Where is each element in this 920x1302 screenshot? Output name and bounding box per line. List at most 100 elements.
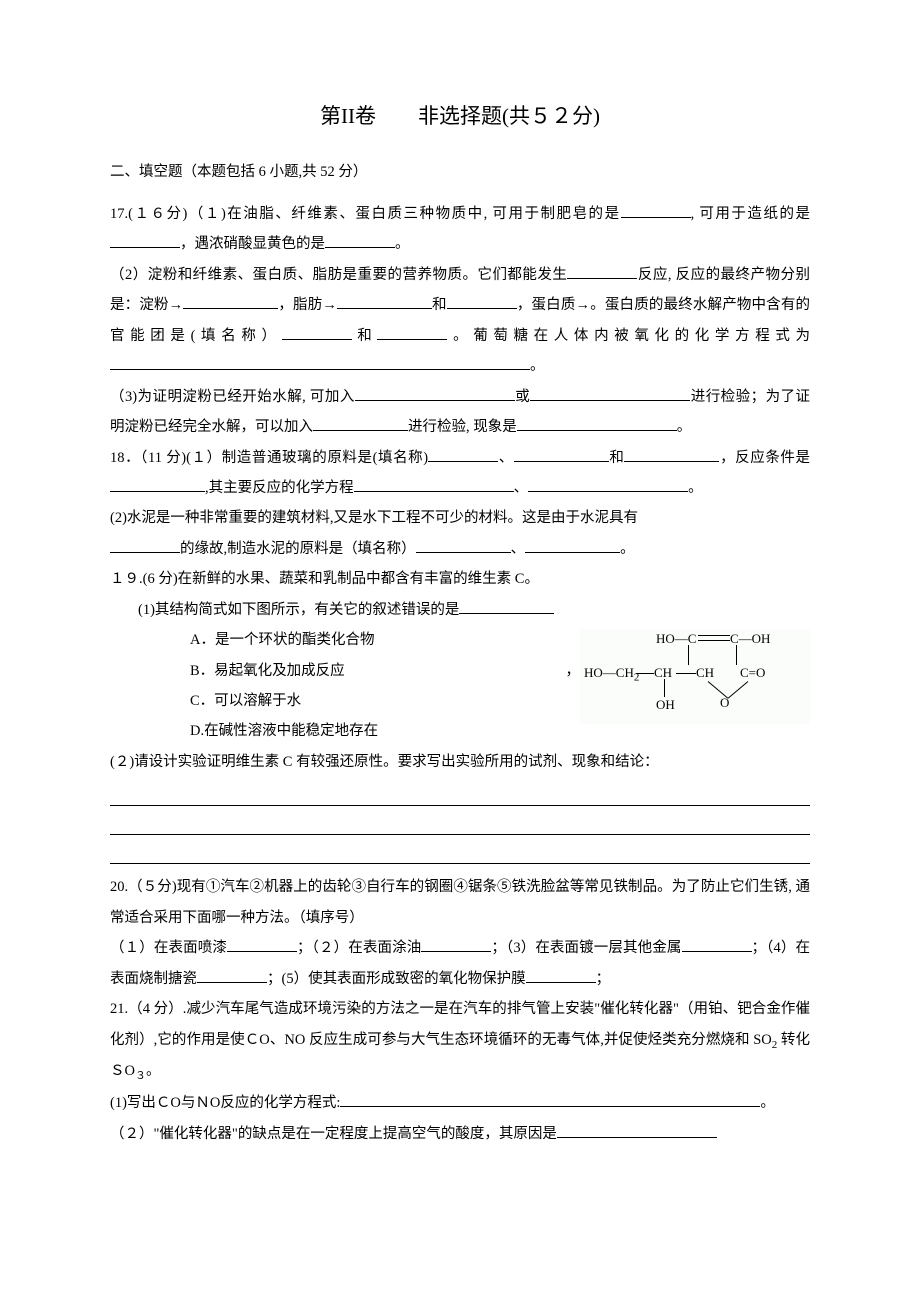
- page-title: 第II卷 非选择题(共５２分): [110, 100, 810, 130]
- q21-text: 。: [146, 1063, 161, 1079]
- blank: [110, 355, 530, 370]
- q17-text: 进行检验, 现象是: [408, 419, 517, 435]
- q18-text: 。: [620, 541, 635, 557]
- figure-label-text: HO—CH: [584, 665, 634, 680]
- answer-line: [110, 785, 810, 806]
- figure-bond: [676, 673, 696, 674]
- blank: [557, 1123, 717, 1138]
- blank: [621, 203, 691, 218]
- q17-text: 或: [515, 389, 530, 405]
- q18-text: 、: [511, 541, 526, 557]
- blank: [313, 416, 408, 431]
- question-17-part3: （3)为证明淀粉已经开始水解, 可加入或进行检验；为了证明淀粉已经完全水解，可以…: [110, 382, 810, 443]
- question-21-stem: 21.（4 分）.减少汽车尾气造成环境污染的方法之一是在汽车的排气管上安装"催化…: [110, 994, 810, 1088]
- section-heading: 二、填空题（本题包括 6 小题,共 52 分）: [110, 158, 810, 187]
- blank: [428, 447, 498, 462]
- q18-text: 18．（11 分)(１）制造普通玻璃的原料是(填名称): [110, 450, 428, 466]
- question-20-stem: 20.（５分)现有①汽车②机器上的齿轮③自行车的钢圈④锯条⑤铁洗脸盆等常见铁制品…: [110, 872, 810, 933]
- q17-text: 。: [677, 419, 692, 435]
- blank: [530, 386, 690, 401]
- question-18: 18．（11 分)(１）制造普通玻璃的原料是(填名称) 、 和 ，反应条件是 ,其主要反…: [110, 443, 810, 504]
- question-21-part1: (1)写出ＣО与ＮО反应的化学方程式: 。: [110, 1088, 810, 1118]
- q17-text: 和: [432, 297, 447, 313]
- blank: [110, 233, 180, 248]
- q20-text: ；（２）在表面涂油: [297, 940, 421, 956]
- figure-bond: [664, 679, 665, 697]
- q20-text: ；（3）在表面镀一层其他金属: [491, 940, 681, 956]
- q21-text: (1)写出ＣО与ＮО反应的化学方程式:: [110, 1095, 340, 1111]
- blank: [459, 599, 554, 614]
- q21-text: 。: [760, 1095, 775, 1111]
- blank: [337, 294, 432, 309]
- q17-text: 17.(１６分)（１)在油脂、纤维素、蛋白质三种物质中, 可用于制肥皂的是: [110, 206, 621, 222]
- blank: [340, 1092, 760, 1107]
- blank: [514, 447, 609, 462]
- subscript: ３: [135, 1070, 146, 1082]
- question-17: 17.(１６分)（１)在油脂、纤维素、蛋白质三种物质中, 可用于制肥皂的是 , 可…: [110, 199, 810, 260]
- option-b-text: B．易起氧化及加成反应: [190, 663, 345, 679]
- blank: [227, 937, 297, 952]
- figure-bond-double-bot: [698, 640, 730, 641]
- blank: [416, 538, 511, 553]
- figure-label: C=O: [740, 665, 765, 681]
- blank: [624, 447, 719, 462]
- q18-text: ,其主要反应的化学方程: [205, 480, 354, 496]
- q20-text: ；(5）使其表面形成致密的氧化物保护膜: [267, 971, 526, 987]
- figure-bond: [636, 673, 654, 674]
- q17-text: 。: [530, 358, 545, 374]
- q19-text: (1)其结构简式如下图所示，有关它的叙述错误的是: [138, 602, 459, 618]
- q21-text: （２）"催化转化器"的缺点是在一定程度上提高空气的酸度，其原因是: [110, 1126, 557, 1142]
- blank: [682, 937, 752, 952]
- blank: [282, 325, 352, 340]
- q18-text: 。: [688, 480, 703, 496]
- q18-text: 的缘故,制造水泥的原料是（填名称）: [180, 541, 416, 557]
- vitamin-c-structure-figure: HO—C C—OH HO—CH2 CH CH C=O OH O: [580, 629, 810, 724]
- q18-text: ，反应条件是: [719, 450, 810, 466]
- question-17-part2: （2）淀粉和纤维素、蛋白质、脂肪是重要的营养物质。它们都能发生反应, 反应的最终…: [110, 260, 810, 382]
- q20-text: ；: [596, 971, 611, 987]
- question-18-part2: (2)水泥是一种非常重要的建筑材料,又是水下工程不可少的材料。这是由于水泥具有 …: [110, 503, 810, 564]
- q20-text: （１）在表面喷漆: [110, 940, 227, 956]
- figure-bond: [728, 681, 749, 698]
- figure-bond-double-top: [698, 635, 730, 636]
- blank: [526, 968, 596, 983]
- blank: [567, 264, 637, 279]
- figure-label: HO—CH2: [584, 665, 639, 684]
- blank: [110, 538, 180, 553]
- blank: [517, 416, 677, 431]
- q17-text: 。葡萄糖在人体内被氧化的化学方程式为: [447, 328, 810, 344]
- q18-text: 、: [514, 480, 529, 496]
- q18-text: (2)水泥是一种非常重要的建筑材料,又是水下工程不可少的材料。这是由于水泥具有: [110, 510, 638, 526]
- q18-text: 和: [609, 450, 625, 466]
- blank: [528, 477, 688, 492]
- question-19-part2: (２)请设计实验证明维生素 C 有较强还原性。要求写出实验所用的试剂、现象和结论…: [110, 747, 810, 777]
- figure-bond: [688, 645, 689, 665]
- figure-label: OH: [656, 697, 675, 713]
- figure-label: HO—C: [656, 631, 696, 647]
- blank: [525, 538, 620, 553]
- q17-text: （2）淀粉和纤维素、蛋白质、脂肪是重要的营养物质。它们都能发生: [110, 267, 567, 283]
- blank: [447, 294, 517, 309]
- blank: [183, 294, 278, 309]
- question-19-stem: １９.(6 分)在新鲜的水果、蔬菜和乳制品中都含有丰富的维生素 C。: [110, 564, 810, 594]
- question-19-part1: (1)其结构简式如下图所示，有关它的叙述错误的是: [110, 595, 810, 625]
- exam-page: 第II卷 非选择题(共５２分) 二、填空题（本题包括 6 小题,共 52 分） …: [0, 0, 920, 1302]
- blank: [421, 937, 491, 952]
- q17-text: （3)为证明淀粉已经开始水解, 可加入: [110, 389, 355, 405]
- figure-label: CH: [696, 665, 714, 681]
- answer-line: [110, 814, 810, 835]
- question-21-part2: （２）"催化转化器"的缺点是在一定程度上提高空气的酸度，其原因是: [110, 1119, 810, 1149]
- blank: [197, 968, 267, 983]
- question-20-items: （１）在表面喷漆；（２）在表面涂油；（3）在表面镀一层其他金属；（4）在表面烧制…: [110, 933, 810, 994]
- blank: [377, 325, 447, 340]
- blank: [354, 477, 514, 492]
- q17-text: ，蛋白质→: [517, 297, 590, 313]
- figure-bond: [736, 645, 737, 665]
- q17-text: ，脂肪→: [278, 297, 337, 313]
- trailing-comma: ，: [566, 656, 581, 686]
- q17-text: ，遇浓硝酸显黄色的是: [180, 236, 325, 252]
- blank: [325, 233, 395, 248]
- q21-text: 21.（4 分）.减少汽车尾气造成环境污染的方法之一是在汽车的排气管上安装"催化…: [110, 1001, 810, 1047]
- answer-line: [110, 843, 810, 864]
- q17-text: , 可用于造纸的是: [691, 206, 810, 222]
